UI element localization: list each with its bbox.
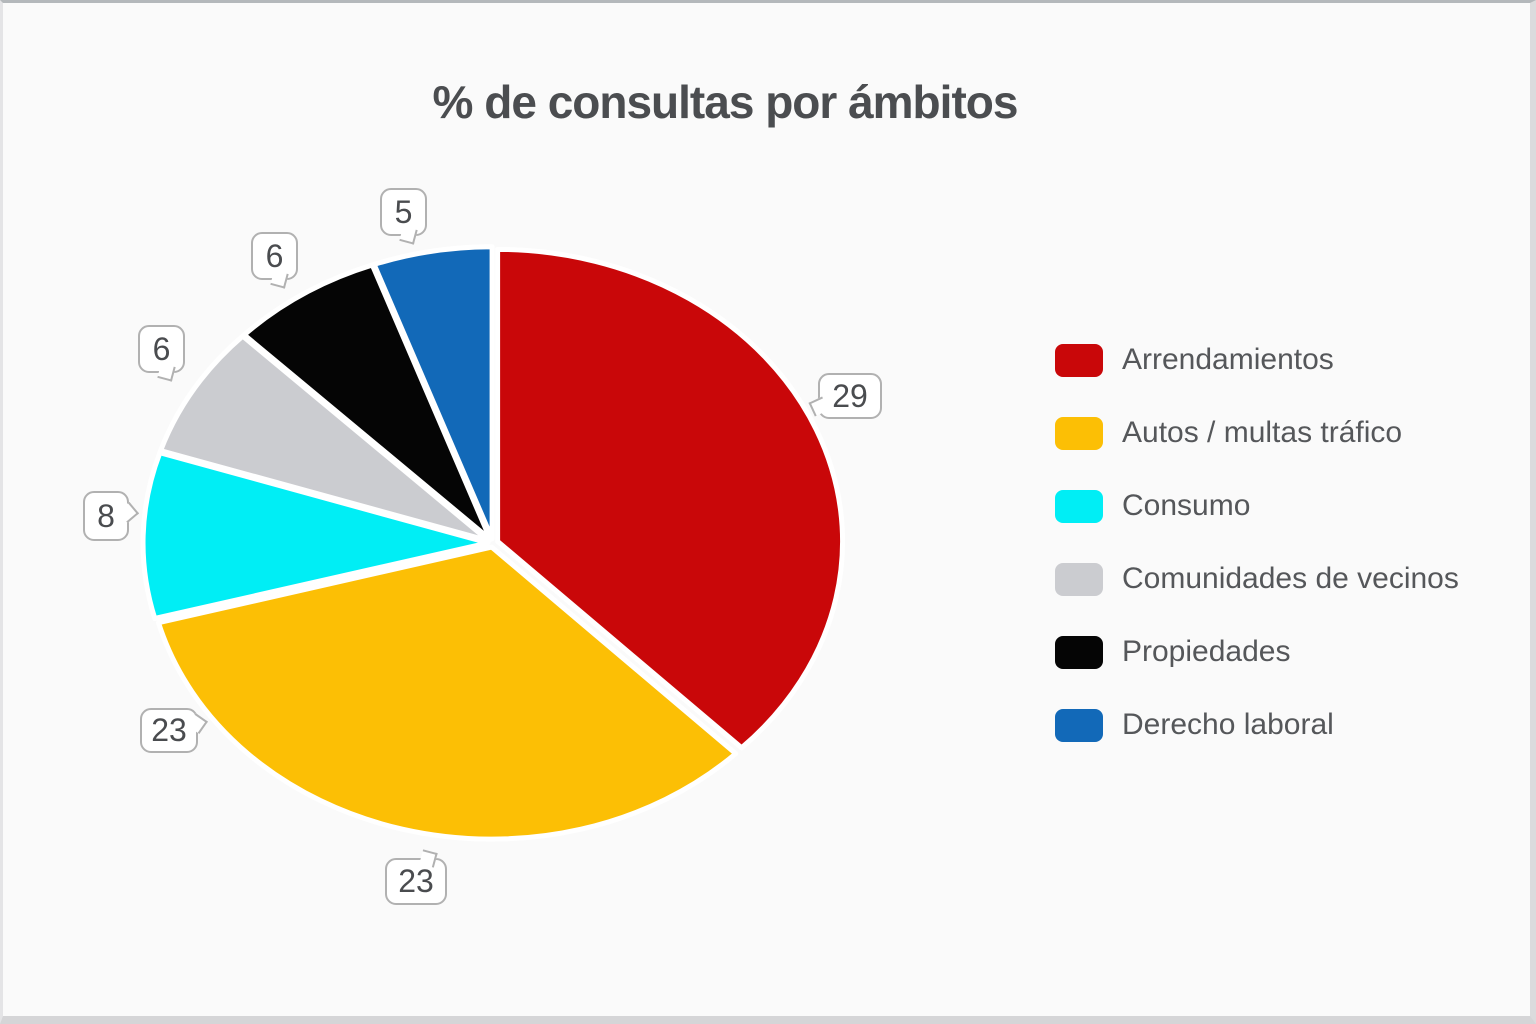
callout-value: 23 [398,863,434,899]
legend-item-1[interactable]: Arrendamientos [1055,343,1459,377]
legend: Arrendamientos Autos / multas tráfico Cons… [1055,343,1459,742]
legend-item-4[interactable]: Comunidades de vecinos [1055,562,1459,596]
data-label-callout-6: 23 [385,849,447,905]
data-label-callout-1: 5 [380,188,427,245]
legend-label-3: Consumo [1122,489,1251,522]
legend-swatch-2 [1055,416,1103,450]
legend-label-4: Comunidades de vecinos [1122,562,1459,595]
chart-title: % de consultas por ámbitos [432,75,1019,128]
pie-slice-3[interactable] [140,450,491,621]
legend-swatch-5 [1055,635,1103,669]
callout-value: 8 [97,497,115,534]
data-label-callout-2: 6 [251,232,298,289]
callout-value: 29 [832,377,868,414]
pie-slice-6[interactable] [371,244,495,542]
callout-value: 23 [151,712,187,748]
legend-item-5[interactable]: Propiedades [1055,635,1459,669]
legend-swatch-3 [1055,489,1103,523]
pie-slice-4[interactable] [158,333,492,544]
pie-slice-2[interactable] [156,544,739,842]
legend-label-6: Derecho laboral [1122,708,1334,741]
pie-slice-5[interactable] [241,262,493,542]
legend-item-6[interactable]: Derecho laboral [1055,708,1459,742]
callout-value: 5 [394,193,413,230]
legend-item-3[interactable]: Consumo [1055,489,1459,523]
legend-swatch-1 [1055,343,1103,377]
data-label-callout-3: 6 [138,325,185,382]
data-label-callout-7: 29 [808,373,882,419]
pie-slice-1[interactable] [495,246,846,751]
legend-label-2: Autos / multas tráfico [1122,416,1403,449]
legend-swatch-4 [1055,562,1103,596]
data-label-callout-4: 8 [83,491,140,541]
callout-value: 6 [265,237,284,274]
legend-label-1: Arrendamientos [1122,343,1334,376]
legend-swatch-6 [1055,708,1103,742]
callout-value: 6 [152,330,171,367]
legend-label-5: Propiedades [1122,635,1291,668]
legend-item-2[interactable]: Autos / multas tráfico [1055,416,1459,450]
data-label-callout-5: 23 [140,708,208,753]
